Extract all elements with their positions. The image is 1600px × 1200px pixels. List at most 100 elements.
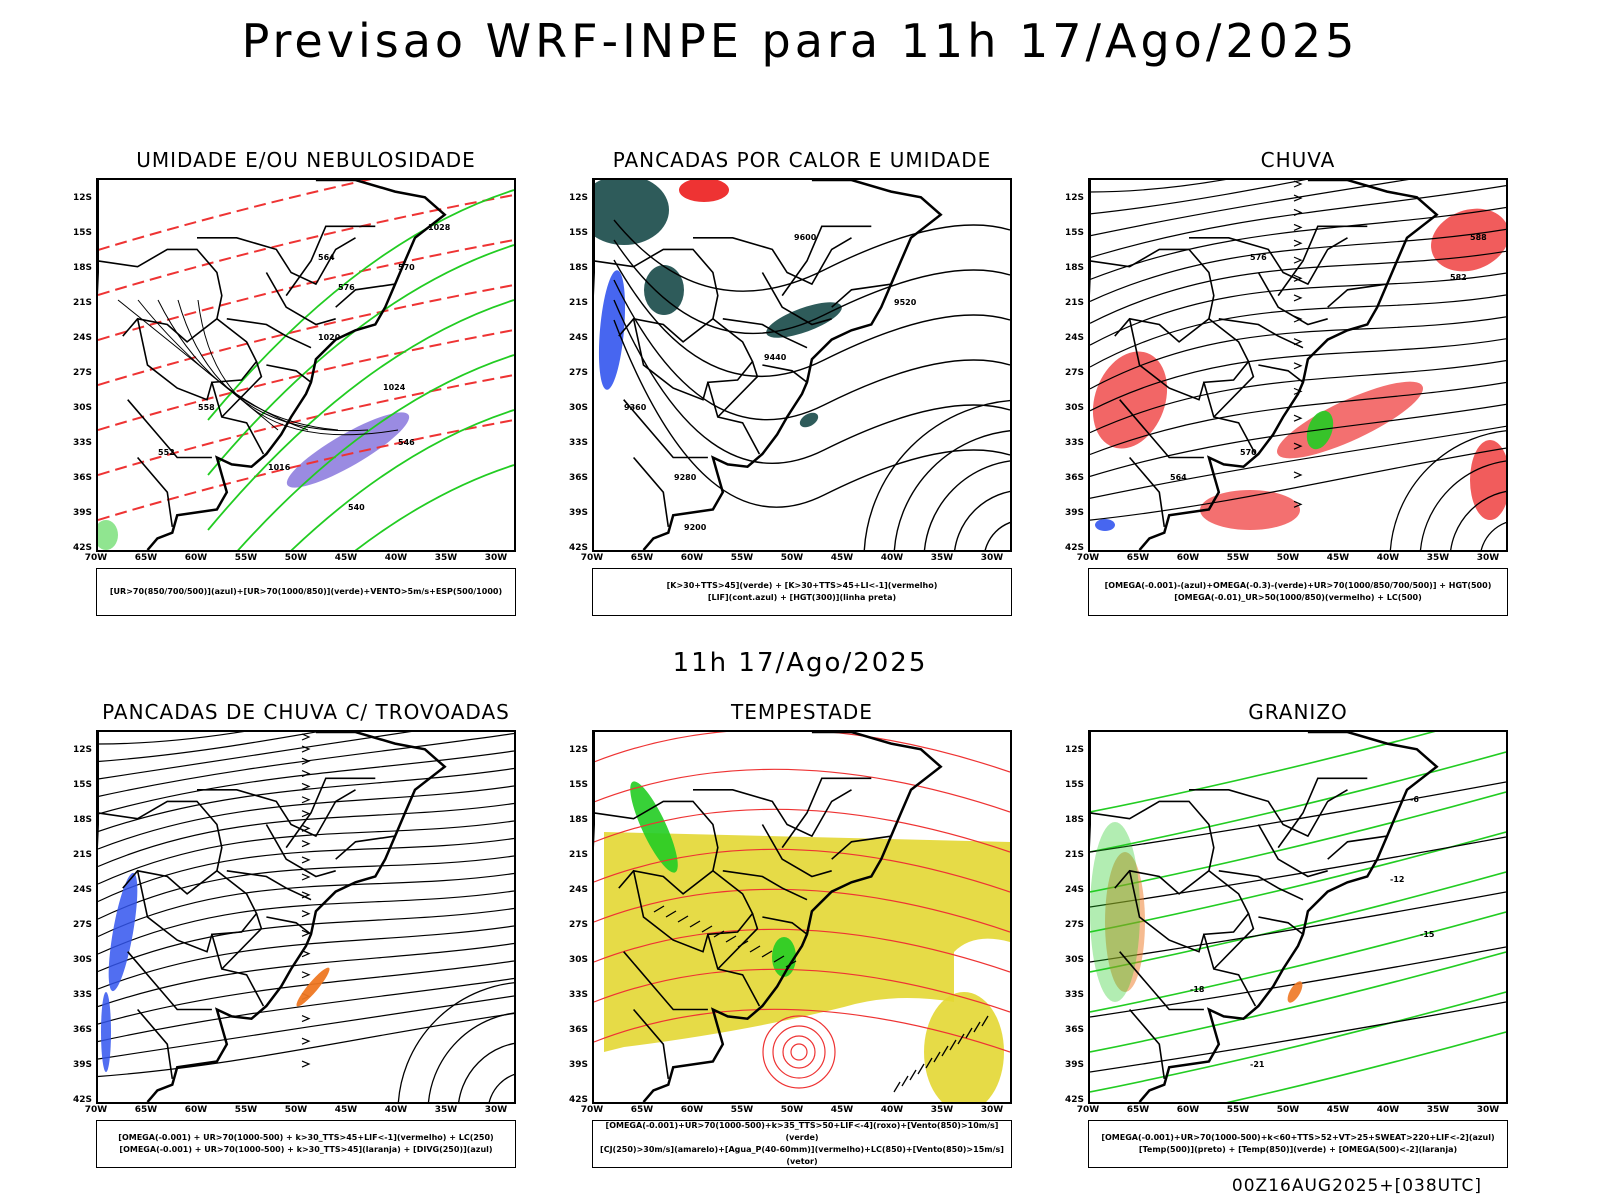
lat-tick-label: 12S [72, 193, 92, 203]
legend-line: [CJ(250)>30m/s](amarelo)+[Agua_P(40-60mm… [600, 1145, 1004, 1166]
lon-tick-label: 40W [384, 553, 408, 563]
lon-tick-label: 55W [730, 1105, 754, 1115]
lon-tick-label: 50W [284, 553, 308, 563]
lat-tick-label: 39S [568, 1060, 588, 1070]
lon-tick-label: 70W [1076, 553, 1100, 563]
lat-tick-label: 30S [568, 403, 588, 413]
lon-tick-label: 60W [680, 1105, 704, 1115]
lat-tick-label: 30S [1064, 955, 1084, 965]
lon-tick-label: 60W [184, 1105, 208, 1115]
lat-tick-label: 18S [568, 815, 588, 825]
legend-line: [OMEGA(-0.001)+UR>70(1000-500)+k>35_TTS>… [605, 1121, 999, 1142]
contour-label: 9600 [794, 233, 817, 242]
lon-tick-label: 35W [1426, 553, 1450, 563]
lon-tick-label: 45W [334, 1105, 358, 1115]
contour-label: 576 [1250, 253, 1267, 262]
lat-tick-label: 33S [1064, 438, 1084, 448]
lat-tick-label: 21S [1064, 298, 1084, 308]
lat-tick-label: 24S [72, 333, 92, 343]
map-plot [96, 730, 516, 1104]
lon-tick-label: 60W [184, 553, 208, 563]
contour-label: 1028 [428, 223, 451, 232]
lat-tick-label: 27S [1064, 368, 1084, 378]
lat-tick-label: 24S [1064, 333, 1084, 343]
lon-tick-label: 40W [384, 1105, 408, 1115]
map-canvas [594, 732, 1010, 1102]
page-title: Previsao WRF-INPE para 11h 17/Ago/2025 [241, 14, 1359, 68]
lon-tick-label: 45W [830, 553, 854, 563]
lat-tick-label: 24S [1064, 885, 1084, 895]
contour-label: 552 [158, 448, 175, 457]
lon-tick-label: 65W [134, 553, 158, 563]
legend-line: [UR>70(850/700/500)](azul)+[UR>70(1000/8… [109, 587, 503, 596]
map-plot: 9600 9520 9440 9360 9280 9200 [592, 178, 1012, 552]
lat-tick-label: 12S [1064, 193, 1084, 203]
lat-tick-label: 12S [568, 193, 588, 203]
lon-tick-label: 35W [930, 1105, 954, 1115]
lon-tick-label: 40W [1376, 1105, 1400, 1115]
lat-tick-label: 18S [72, 815, 92, 825]
lon-tick-label: 50W [780, 553, 804, 563]
legend-box: [OMEGA(-0.001)+UR>70(1000-500)+k<60+TTS>… [1088, 1120, 1508, 1168]
lon-tick-label: 55W [730, 553, 754, 563]
contour-label: 570 [1240, 448, 1257, 457]
lat-tick-label: 36S [568, 1025, 588, 1035]
lon-tick-label: 35W [434, 553, 458, 563]
lat-tick-label: 18S [568, 263, 588, 273]
lat-tick-label: 39S [72, 1060, 92, 1070]
contour-label: 1020 [318, 333, 341, 342]
lon-tick-label: 30W [1476, 553, 1500, 563]
legend-line: [OMEGA(-0.001)+UR>70(1000-500)+k<60+TTS>… [1101, 1133, 1495, 1142]
contour-label: 9360 [624, 403, 647, 412]
legend-line: [OMEGA(-0.001) + UR>70(1000-500) + k>30_… [119, 1145, 493, 1154]
lon-tick-label: 60W [680, 553, 704, 563]
map-plot: 588 582 576 570 564 [1088, 178, 1508, 552]
lat-tick-label: 12S [568, 745, 588, 755]
lon-tick-label: 45W [334, 553, 358, 563]
lat-tick-label: 42S [568, 543, 588, 553]
contour-label: 9280 [674, 473, 697, 482]
lat-tick-label: 42S [568, 1095, 588, 1105]
panel-title: CHUVA [1260, 148, 1336, 172]
lon-tick-label: 70W [580, 1105, 604, 1115]
lat-tick-label: 30S [72, 403, 92, 413]
lat-tick-label: 21S [1064, 850, 1084, 860]
lat-tick-label: 30S [1064, 403, 1084, 413]
lat-tick-label: 33S [72, 438, 92, 448]
lat-tick-label: 36S [1064, 1025, 1084, 1035]
lat-tick-label: 42S [72, 1095, 92, 1105]
lat-tick-label: 39S [1064, 1060, 1084, 1070]
lat-tick-label: 27S [1064, 920, 1084, 930]
panel-title: UMIDADE E/OU NEBULOSIDADE [136, 148, 476, 172]
lon-tick-label: 70W [1076, 1105, 1100, 1115]
lat-tick-label: 27S [568, 920, 588, 930]
legend-line: [OMEGA(-0.01)_UR>50(1000/850)(vermelho) … [1174, 593, 1422, 602]
contour-label: 564 [1170, 473, 1187, 482]
lat-tick-label: 33S [1064, 990, 1084, 1000]
lon-tick-label: 65W [1126, 1105, 1150, 1115]
lat-tick-label: 42S [1064, 543, 1084, 553]
contour-label: -6 [1410, 795, 1419, 804]
legend-box: [OMEGA(-0.001) + UR>70(1000-500) + k>30_… [96, 1120, 516, 1168]
contour-label: 564 [318, 253, 335, 262]
lon-tick-label: 65W [630, 553, 654, 563]
lon-tick-label: 60W [1176, 553, 1200, 563]
lat-tick-label: 36S [72, 1025, 92, 1035]
lon-tick-label: 70W [580, 553, 604, 563]
panel-title: PANCADAS DE CHUVA C/ TROVOADAS [102, 700, 510, 724]
contour-label: -21 [1250, 1060, 1265, 1069]
map-plot [592, 730, 1012, 1104]
lon-tick-label: 45W [1326, 1105, 1350, 1115]
lon-tick-label: 55W [1226, 1105, 1250, 1115]
lat-tick-label: 18S [1064, 263, 1084, 273]
lat-tick-label: 24S [72, 885, 92, 895]
panel-title: PANCADAS POR CALOR E UMIDADE [612, 148, 992, 172]
lat-tick-label: 33S [568, 990, 588, 1000]
lon-tick-label: 70W [84, 553, 108, 563]
contour-label: 9440 [764, 353, 787, 362]
lat-tick-label: 27S [72, 368, 92, 378]
run-timestamp: 00Z16AUG2025+[038UTC] [1231, 1176, 1482, 1196]
lat-tick-label: 12S [1064, 745, 1084, 755]
map-canvas [98, 732, 514, 1102]
map-canvas: 588 582 576 570 564 [1090, 180, 1506, 550]
